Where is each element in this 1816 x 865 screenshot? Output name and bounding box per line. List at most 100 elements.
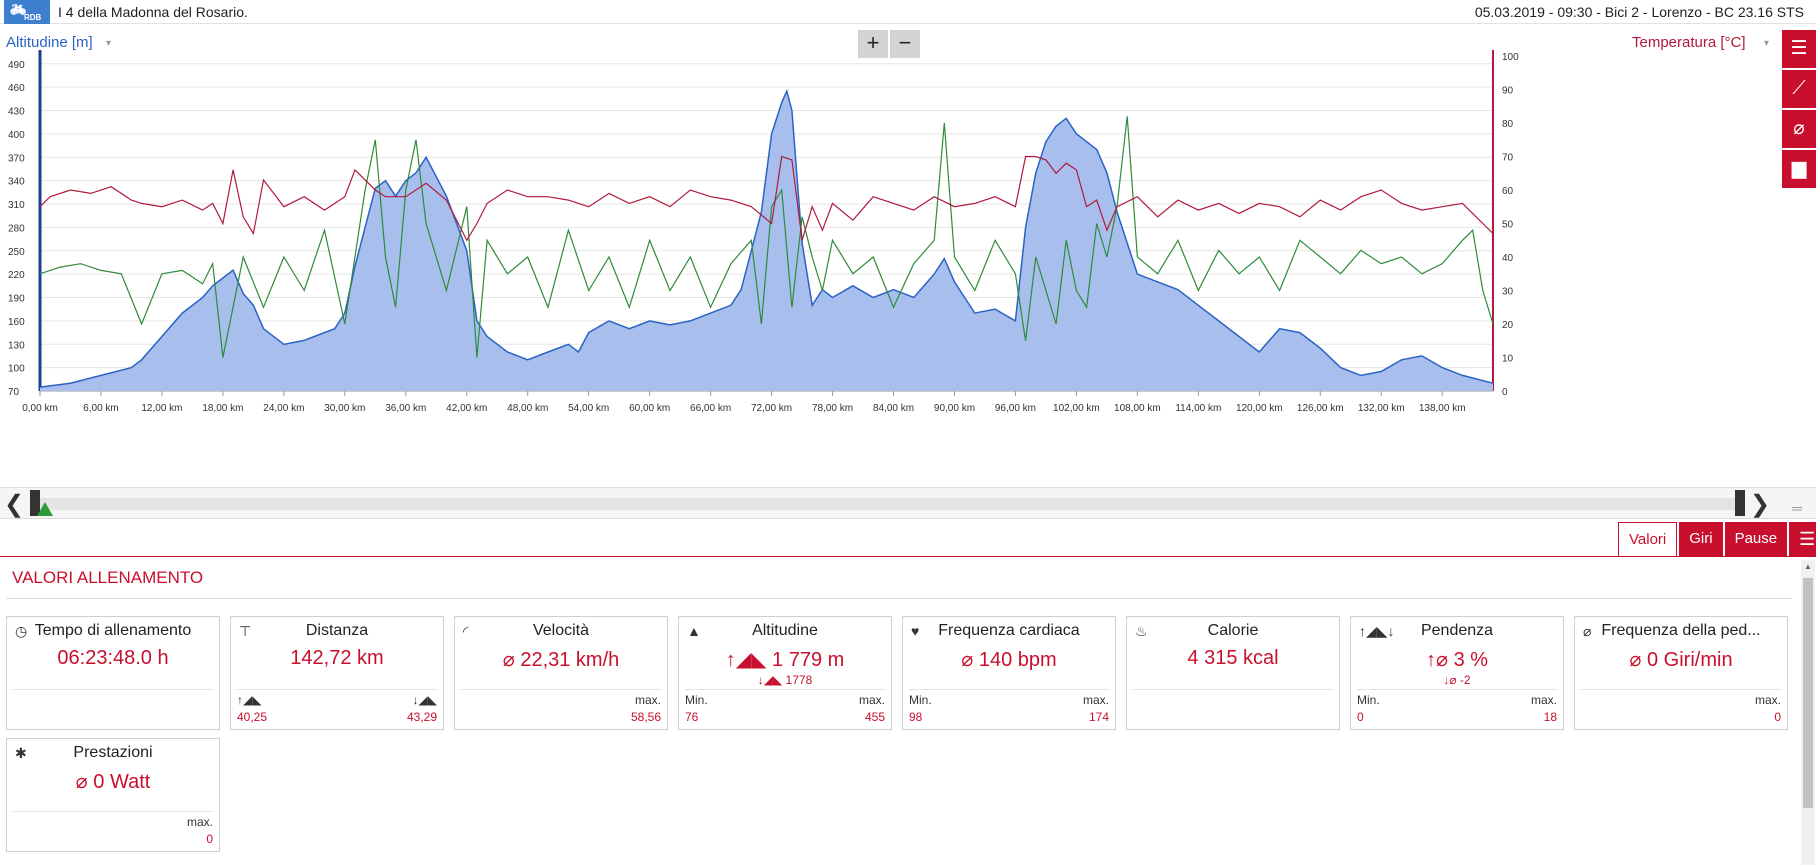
y-left-tick-label: 400 [8, 130, 25, 141]
stat-value: ⌀ 140 bpm [961, 649, 1057, 671]
stat-separator [13, 811, 213, 812]
scroll-left-icon[interactable]: ❮ [4, 491, 25, 518]
stat-card-distance[interactable]: ⊤ Distanza 142,72 km ↑◢◣ ↓◢◣ 40,25 43,29 [230, 616, 444, 730]
stat-value: ⌀ 0 Watt [75, 771, 151, 793]
bar-chart-button[interactable]: ▆ [1782, 150, 1816, 188]
y-right-tick-label: 10 [1502, 354, 1514, 365]
stat-value: ⌀ 0 Giri/min [1629, 649, 1733, 671]
heart-icon: ♥ [911, 623, 920, 639]
stat-name: Pendenza [1420, 622, 1494, 639]
average-button[interactable]: ⌀ [1782, 110, 1816, 148]
line-chart-button[interactable]: ⟋ [1782, 70, 1816, 108]
stat-name: Frequenza della ped... [1601, 622, 1761, 639]
line-chart-icon: ⟋ [1792, 78, 1806, 99]
right-axis-dropdown-icon[interactable]: ▾ [1764, 38, 1770, 49]
list-view-button[interactable]: ☰ [1782, 30, 1816, 68]
y-left-tick-label: 370 [8, 153, 25, 164]
x-tick-label: 102,00 km [1053, 403, 1100, 414]
zoom-in-button[interactable]: + [858, 30, 888, 58]
range-end-handle[interactable] [1735, 490, 1745, 516]
zoom-out-button[interactable]: − [890, 30, 920, 58]
stat-min-value: 40,25 [237, 710, 268, 724]
chart-area[interactable]: 490 460 430 400 370 340 310 280 250 220 190 160 130 1… [0, 26, 1780, 486]
stat-value: ↑◢◣ 1 779 m [725, 649, 845, 671]
y-right-tick-label: 90 [1502, 86, 1514, 97]
stat-card-altitude[interactable]: ▲ Altitudine ↑◢◣ 1 779 m ↓◢◣ 1778 Min. max. 76… [678, 616, 892, 730]
stat-card-power[interactable]: ✱ Prestazioni ⌀ 0 Watt max. 0 [6, 738, 220, 852]
stat-card-heart[interactable]: ♥ Frequenza cardiaca ⌀ 140 bpm Min. max. 98 17… [902, 616, 1116, 730]
stat-card-time[interactable]: ◷ Tempo di allenamento 06:23:48.0 h [6, 616, 220, 730]
x-tick-label: 114,00 km [1175, 403, 1221, 414]
app-logo[interactable]: 🚲︎ RDB [4, 0, 50, 24]
stat-min-label: Min. [909, 693, 932, 707]
section-title: VALORI ALLENAMENTO [12, 568, 204, 587]
x-tick-label: 138,00 km [1419, 403, 1466, 414]
y-right-tick-label: 50 [1502, 220, 1514, 231]
x-tick-label: 30,00 km [324, 403, 365, 414]
stat-separator [1357, 689, 1557, 690]
flame-icon: ♨ [1135, 623, 1148, 639]
stat-card-slope[interactable]: ↑◢◣↓ Pendenza ↑⌀ 3 % ↓⌀ -2 Min. max. 0 18 [1350, 616, 1564, 730]
left-axis-selector[interactable]: Altitudine [m] [6, 34, 93, 51]
stat-value: ↑⌀ 3 % [1425, 649, 1489, 671]
stat-max-label: max. [186, 815, 213, 829]
range-start-handle[interactable] [30, 490, 40, 516]
left-axis-dropdown-icon[interactable]: ▾ [106, 38, 112, 49]
lightbulb-icon: ✱ [15, 745, 27, 761]
stat-separator [1133, 689, 1333, 690]
scrollbar-thumb[interactable] [1803, 578, 1813, 808]
profile-chart[interactable]: 4904604304003703403102802502201901601301… [0, 26, 1780, 486]
x-tick-label: 126,00 km [1297, 403, 1344, 414]
average-icon: ⌀ [1793, 118, 1805, 139]
stat-min-value: 76 [685, 710, 699, 724]
tab-pauses[interactable]: Pause [1724, 522, 1788, 556]
stat-card-speed[interactable]: ◜ Velocità ⌀ 22,31 km/h max. 58,56 [454, 616, 668, 730]
position-marker-icon[interactable] [37, 502, 53, 516]
scroll-up-icon[interactable]: ▲ [1804, 562, 1812, 571]
y-left-tick-label: 160 [8, 317, 25, 328]
stat-name: Distanza [305, 622, 369, 639]
stat-name: Frequenza cardiaca [938, 622, 1080, 639]
altitude-line [39, 88, 1494, 388]
temperature-line [39, 155, 1494, 242]
scroll-right-icon[interactable]: ❯ [1750, 491, 1771, 518]
stat-min-label: ↑◢◣ [237, 693, 262, 707]
stat-value: 4 315 kcal [1187, 647, 1279, 669]
right-axis-selector[interactable]: Temperatura [°C] [1632, 34, 1746, 51]
bar-chart-icon: ▆ [1791, 158, 1807, 179]
y-right-tick-label: 100 [1502, 52, 1519, 63]
range-track[interactable] [40, 498, 1740, 510]
stat-min-value: 98 [909, 710, 923, 724]
stat-separator [13, 689, 213, 690]
stat-max-label: ↓◢◣ [412, 693, 437, 707]
x-tick-label: 72,00 km [751, 403, 792, 414]
tab-menu-icon[interactable]: ☰ [1789, 522, 1816, 556]
side-toolbar: ☰ ⟋ ⌀ ▆ [1782, 30, 1816, 190]
tab-values[interactable]: Valori [1618, 522, 1678, 556]
stat-min-label: Min. [1357, 693, 1380, 707]
stat-min-value: 0 [1357, 710, 1364, 724]
stat-card-calories[interactable]: ♨ Calorie 4 315 kcal [1126, 616, 1340, 730]
stat-subvalue: ↓◢◣ 1778 [757, 673, 813, 687]
y-right-tick-label: 30 [1502, 287, 1514, 298]
tab-laps[interactable]: Giri [1679, 522, 1723, 556]
altitude-area [40, 91, 1493, 391]
x-tick-label: 48,00 km [507, 403, 548, 414]
y-left-tick-label: 250 [8, 247, 25, 258]
list-icon: ☰ [1790, 38, 1808, 59]
y-left-tick-label: 190 [8, 294, 25, 305]
x-tick-label: 108,00 km [1114, 403, 1161, 414]
range-navigator[interactable]: ❮ ❯ ═ [0, 487, 1816, 519]
x-tick-label: 6,00 km [83, 403, 119, 414]
stat-max-label: max. [634, 693, 661, 707]
y-left-tick-label: 280 [8, 223, 25, 234]
resize-grip-icon[interactable]: ═ [1792, 500, 1802, 516]
x-tick-label: 78,00 km [812, 403, 853, 414]
stat-max-label: max. [858, 693, 885, 707]
stat-max-value: 18 [1543, 710, 1557, 724]
vertical-scrollbar[interactable]: ▲ [1801, 560, 1815, 865]
stat-card-cadence[interactable]: ⌀ Frequenza della ped... ⌀ 0 Giri/min max. 0 [1574, 616, 1788, 730]
x-tick-label: 90,00 km [934, 403, 975, 414]
workout-meta: 05.03.2019 - 09:30 - Bici 2 - Lorenzo - … [1474, 4, 1804, 20]
stat-max-label: max. [1530, 693, 1557, 707]
